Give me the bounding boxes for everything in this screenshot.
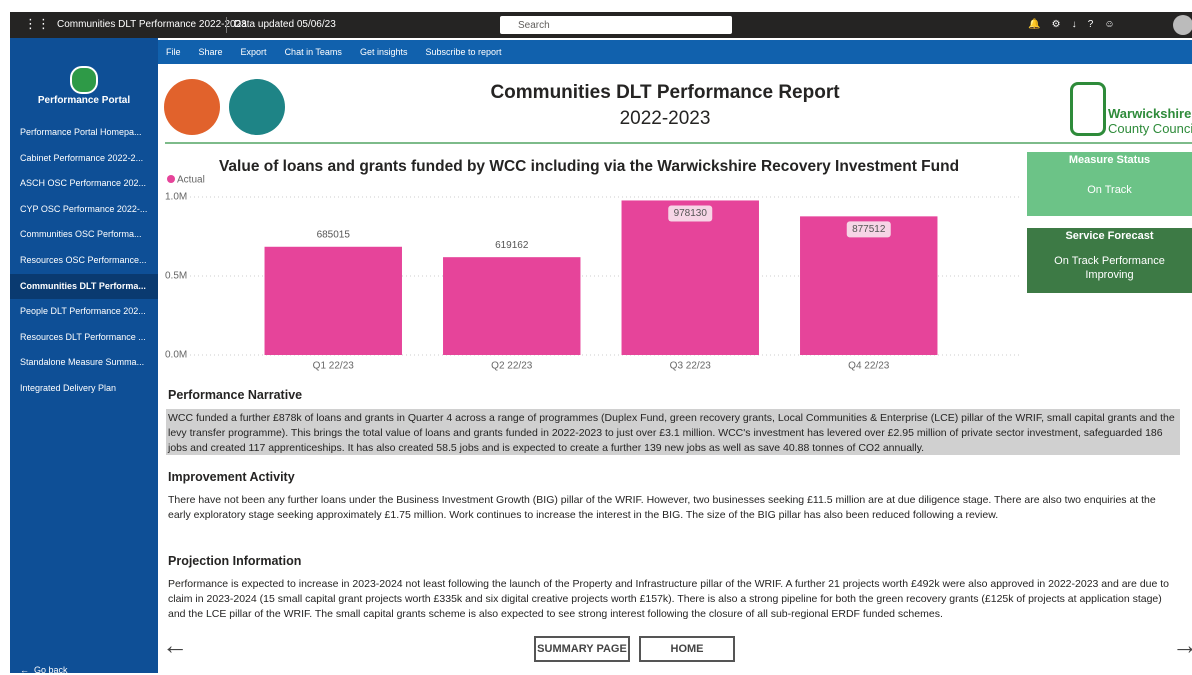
portal-logo (70, 66, 98, 94)
legend-dot (167, 175, 175, 183)
nav-title: Performance Portal (37, 95, 131, 106)
toolbar-item[interactable]: Subscribe to report (425, 47, 502, 57)
toolbar: File Share Export Chat in Teams Get insights… (158, 40, 1192, 64)
handshake-icon (164, 79, 220, 135)
home-button[interactable]: HOME (639, 636, 735, 662)
header-rule (165, 142, 1192, 144)
nav-item[interactable]: ASCH OSC Performance 202... (20, 178, 147, 189)
logo-line-1: Warwickshire (1108, 106, 1192, 121)
prev-arrow[interactable]: ← (162, 630, 188, 660)
nav-item[interactable]: Resources OSC Performance... (20, 255, 147, 265)
bar (800, 216, 938, 355)
go-back[interactable]: ← Go back (20, 665, 68, 675)
data-label: 978130 (674, 208, 708, 219)
avatar[interactable] (1173, 15, 1192, 35)
section-text: Performance is expected to increase in 2… (168, 578, 1170, 620)
bar (443, 257, 581, 355)
y-tick-label: 1.0M (165, 192, 187, 203)
legend-label: Actual (177, 175, 205, 186)
section-heading: Improvement Activity (168, 470, 295, 484)
card-value: On Track (1087, 184, 1132, 196)
card-title: Service Forecast (1065, 230, 1154, 242)
toolbar-item[interactable]: Get insights (359, 47, 408, 57)
report-title: Communities DLT Performance 2022-2023 (57, 19, 247, 30)
data-label-bg (846, 221, 891, 238)
section-heading: Performance Narrative (168, 388, 303, 402)
nav-item[interactable]: People DLT Performance 202... (20, 306, 146, 317)
card-title: Measure Status (1068, 154, 1151, 166)
data-label-bg (668, 205, 713, 222)
data-updated[interactable]: Data updated 05/06/23 (234, 19, 336, 30)
bar (621, 200, 759, 355)
data-label: 619162 (495, 240, 529, 251)
nav-item[interactable]: Performance Portal Homepa... (20, 127, 142, 137)
x-tick-label: Q1 22/23 (313, 361, 355, 372)
header-icons[interactable]: 🔔 ⚙ ↓ ? ☺ (1028, 19, 1115, 30)
chart-title: Value of loans and grants funded by WCC … (219, 158, 959, 175)
nav-item[interactable]: Communities OSC Performa... (20, 229, 142, 240)
search-box[interactable]: Search (500, 16, 732, 34)
bar (264, 246, 402, 355)
section-text: WCC funded a further £878k of loans and … (168, 412, 1175, 454)
measure-card: Measure Status On Track (1027, 152, 1192, 216)
y-tick-label: 0.0M (165, 350, 187, 361)
nav-item[interactable]: Integrated Delivery Plan (20, 383, 117, 393)
next-arrow[interactable]: → (1172, 630, 1192, 660)
x-tick-label: Q4 22/23 (848, 361, 890, 372)
toolbar-item[interactable]: Export (240, 47, 267, 57)
nav-item[interactable]: Standalone Measure Summa... (20, 357, 145, 368)
top-bar: ⋮⋮ Communities DLT Performance 2022-2023… (10, 12, 1192, 38)
search-placeholder: Search (518, 20, 550, 31)
council-logo (1070, 82, 1106, 136)
nav-pane: Performance Portal Performance Portal Ho… (10, 38, 158, 675)
go-back-label[interactable]: Go back (34, 665, 68, 675)
report-subheading: 2022-2023 (619, 108, 711, 129)
forecast-card: Service Forecast On Track Performance Im… (1027, 228, 1192, 293)
nav-item[interactable]: Resources DLT Performance ... (20, 331, 146, 342)
apps-icon[interactable]: ⋮⋮ (24, 16, 50, 31)
nav-item[interactable]: CYP OSC Performance 2022-... (20, 203, 148, 214)
x-tick-label: Q3 22/23 (670, 361, 712, 372)
section-heading: Projection Information (168, 554, 302, 568)
report-heading: Communities DLT Performance Report (490, 82, 840, 103)
logo-line-2: County Council (1108, 121, 1192, 136)
highlight (166, 409, 1180, 455)
toolbar-item[interactable]: Share (198, 47, 223, 57)
nav-item[interactable]: Communities DLT Performa... (10, 273, 158, 299)
finance-icon (229, 79, 285, 135)
card-value: On Track Performance Improving (1054, 255, 1165, 281)
summary-button[interactable]: SUMMARY PAGE (534, 636, 630, 662)
data-label: 685015 (317, 229, 351, 240)
toolbar-item[interactable]: File (166, 47, 181, 57)
nav-item[interactable]: Cabinet Performance 2022-2... (20, 152, 144, 163)
data-label: 877512 (852, 224, 886, 235)
x-tick-label: Q2 22/23 (491, 361, 533, 372)
toolbar-item[interactable]: Chat in Teams (284, 47, 342, 57)
section-text: There have not been any further loans un… (168, 494, 1156, 521)
y-tick-label: 0.5M (165, 271, 187, 282)
